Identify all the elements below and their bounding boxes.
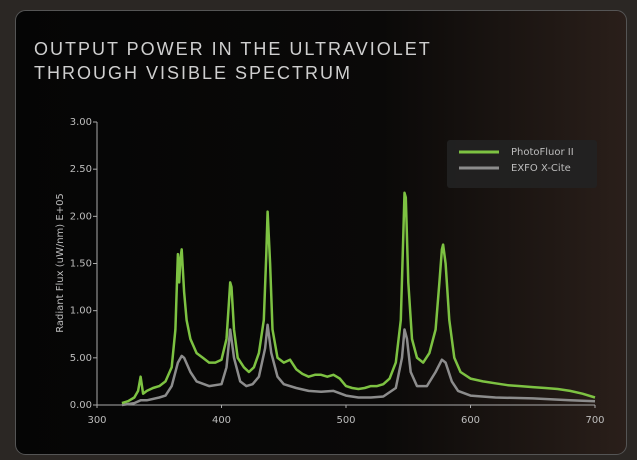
y-tick-label: 2.50 [70, 164, 92, 175]
legend-label: EXFO X-Cite [511, 163, 571, 174]
y-axis-label: Radiant Flux (uW/nm) E+05 [55, 193, 66, 333]
y-tick-label: 1.50 [70, 259, 92, 270]
y-tick-label: 2.00 [70, 211, 92, 222]
series-line [121, 191, 596, 405]
x-tick-label: 400 [212, 415, 231, 426]
x-tick-label: 300 [87, 415, 106, 426]
legend-label: PhotoFluor II [511, 147, 574, 158]
chart-title: THROUGH VISIBLE SPECTRUM [34, 63, 352, 83]
y-tick-label: 0.00 [70, 400, 92, 411]
x-tick-label: 700 [585, 415, 604, 426]
chart-title: OUTPUT POWER IN THE ULTRAVIOLET [34, 39, 432, 59]
y-tick-label: 3.00 [70, 117, 92, 128]
series-line [121, 323, 596, 407]
x-tick-label: 500 [336, 415, 355, 426]
y-tick-label: 1.00 [70, 306, 92, 317]
y-tick-label: 5.00 [70, 353, 92, 364]
x-tick-label: 600 [461, 415, 480, 426]
panel [15, 10, 627, 455]
